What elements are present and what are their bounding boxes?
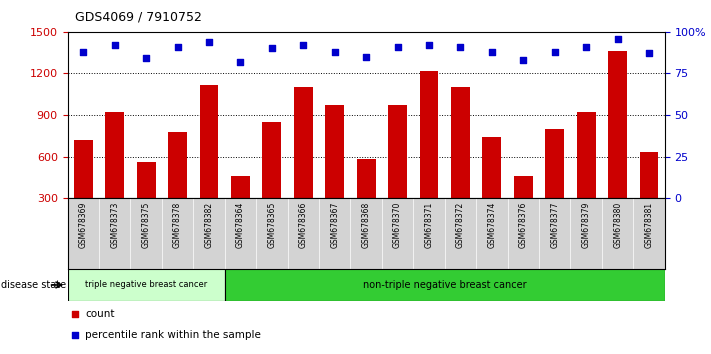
Text: GSM678378: GSM678378 bbox=[173, 202, 182, 248]
Point bbox=[298, 42, 309, 48]
Point bbox=[69, 311, 80, 316]
Bar bbox=[608, 51, 627, 198]
Point bbox=[141, 56, 152, 61]
Text: non-triple negative breast cancer: non-triple negative breast cancer bbox=[363, 280, 527, 290]
Point bbox=[235, 59, 246, 65]
Bar bbox=[225, 269, 665, 301]
Bar bbox=[137, 162, 156, 198]
Bar bbox=[640, 153, 658, 198]
Point bbox=[643, 51, 655, 56]
Point bbox=[69, 333, 80, 338]
Text: GSM678382: GSM678382 bbox=[205, 202, 213, 248]
Text: GSM678370: GSM678370 bbox=[393, 202, 402, 248]
Text: GSM678379: GSM678379 bbox=[582, 202, 591, 248]
Bar bbox=[200, 85, 218, 198]
Text: GSM678374: GSM678374 bbox=[488, 202, 496, 248]
Text: GSM678381: GSM678381 bbox=[645, 202, 653, 248]
Bar bbox=[419, 71, 439, 198]
Point bbox=[580, 44, 592, 50]
Bar bbox=[105, 112, 124, 198]
Text: GSM678373: GSM678373 bbox=[110, 202, 119, 248]
Bar bbox=[68, 269, 225, 301]
Point bbox=[329, 49, 341, 55]
Point bbox=[612, 36, 624, 41]
Text: percentile rank within the sample: percentile rank within the sample bbox=[85, 330, 262, 341]
Point bbox=[549, 49, 560, 55]
Text: GSM678368: GSM678368 bbox=[362, 202, 370, 248]
Text: GSM678371: GSM678371 bbox=[424, 202, 434, 248]
Text: GSM678375: GSM678375 bbox=[141, 202, 151, 248]
Point bbox=[172, 44, 183, 50]
Text: GSM678369: GSM678369 bbox=[79, 202, 87, 248]
Bar bbox=[577, 112, 596, 198]
Point bbox=[455, 44, 466, 50]
Point bbox=[109, 42, 120, 48]
Bar bbox=[357, 159, 375, 198]
Point bbox=[518, 57, 529, 63]
Point bbox=[77, 49, 89, 55]
Bar bbox=[231, 176, 250, 198]
Bar bbox=[168, 132, 187, 198]
Text: GSM678364: GSM678364 bbox=[236, 202, 245, 248]
Bar bbox=[326, 105, 344, 198]
Point bbox=[203, 39, 215, 45]
Bar bbox=[294, 87, 313, 198]
Point bbox=[266, 46, 277, 51]
Point bbox=[423, 42, 434, 48]
Bar bbox=[514, 176, 533, 198]
Point bbox=[392, 44, 403, 50]
Bar bbox=[262, 122, 282, 198]
Text: GSM678376: GSM678376 bbox=[519, 202, 528, 248]
Text: GSM678367: GSM678367 bbox=[330, 202, 339, 248]
Point bbox=[360, 54, 372, 59]
Bar bbox=[451, 87, 470, 198]
Bar bbox=[483, 137, 501, 198]
Text: GSM678365: GSM678365 bbox=[267, 202, 277, 248]
Text: GDS4069 / 7910752: GDS4069 / 7910752 bbox=[75, 11, 201, 24]
Bar bbox=[74, 140, 92, 198]
Text: count: count bbox=[85, 309, 115, 319]
Text: GSM678372: GSM678372 bbox=[456, 202, 465, 248]
Point bbox=[486, 49, 498, 55]
Text: disease state: disease state bbox=[1, 280, 66, 290]
Text: GSM678377: GSM678377 bbox=[550, 202, 560, 248]
Text: GSM678366: GSM678366 bbox=[299, 202, 308, 248]
Bar bbox=[545, 129, 565, 198]
Bar bbox=[388, 105, 407, 198]
Text: GSM678380: GSM678380 bbox=[613, 202, 622, 248]
Text: triple negative breast cancer: triple negative breast cancer bbox=[85, 280, 207, 290]
